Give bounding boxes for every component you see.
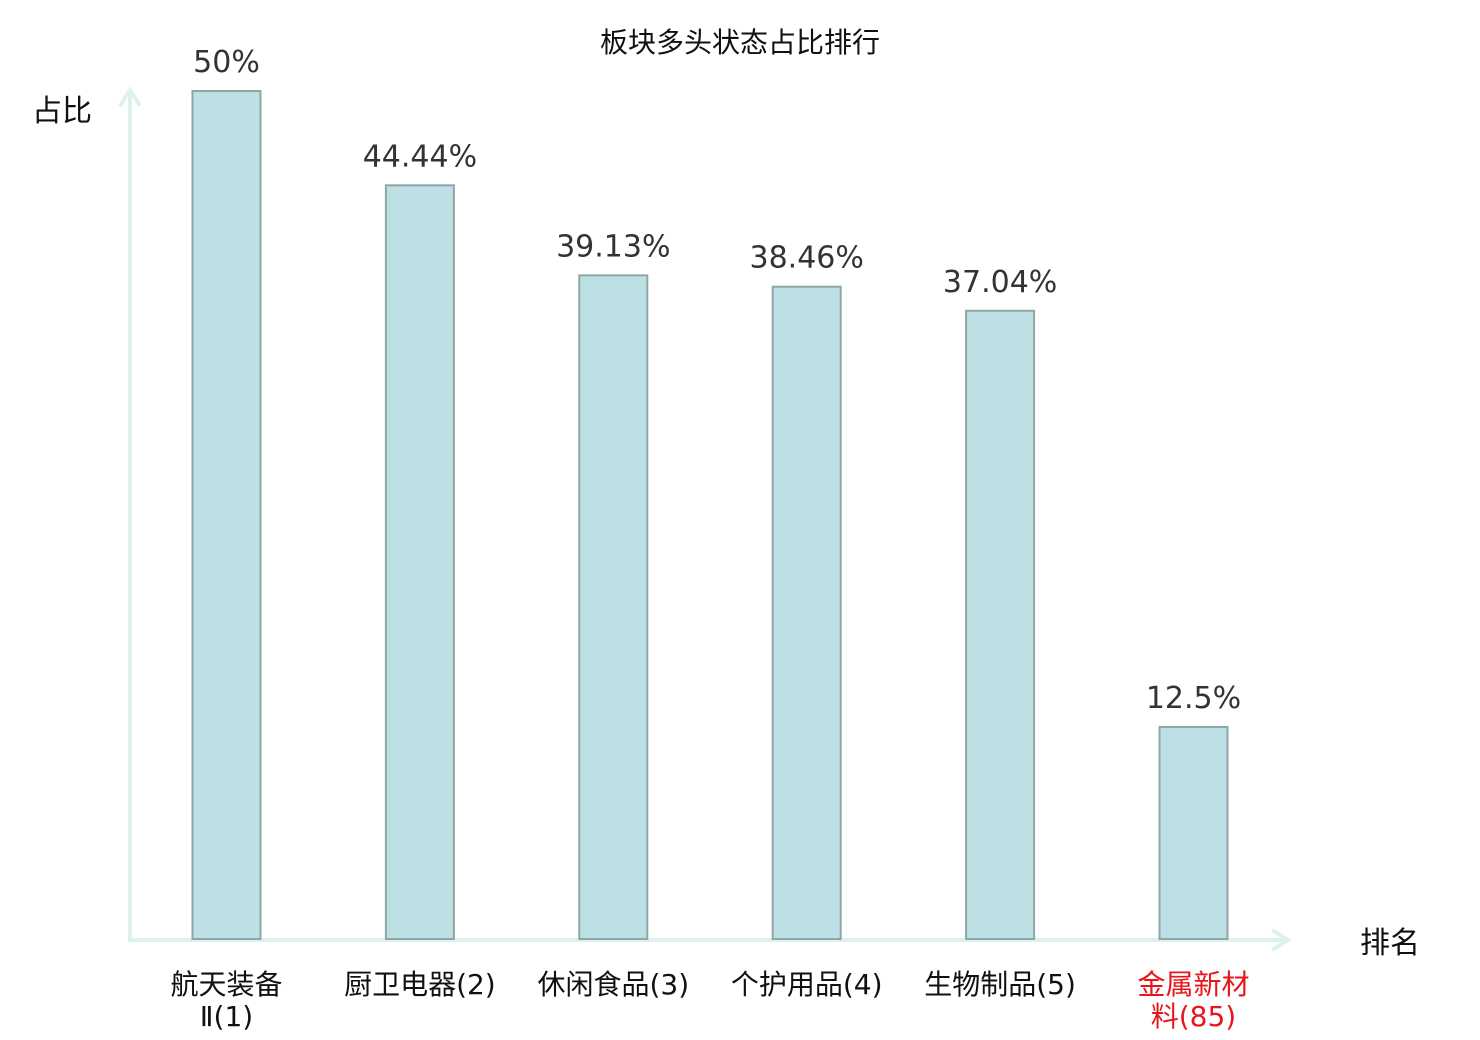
bar-6 bbox=[1158, 726, 1229, 940]
category-label-5: 生物制品(5) bbox=[924, 968, 1076, 1001]
bar-2 bbox=[384, 184, 455, 940]
x-axis-label: 排名 bbox=[1360, 926, 1420, 961]
category-label-4: 个护用品(4) bbox=[731, 968, 883, 1001]
category-label-6: 金属新材料(85) bbox=[1137, 968, 1249, 1033]
x-axis-arrow bbox=[1270, 928, 1292, 952]
category-labels-group: 航天装备 Ⅱ(1) 厨卫电器(2) 休闲食品(3) 个护用品(4) 生物制品(5) 金属新材… bbox=[170, 968, 1249, 1033]
category-label-3: 休闲食品(3) bbox=[537, 968, 689, 1001]
value-label-3: 39.13% bbox=[556, 229, 670, 264]
category-label-1: 航天装备 Ⅱ(1) bbox=[170, 968, 282, 1033]
y-axis-label: 占比 bbox=[32, 94, 92, 129]
category-label-2: 厨卫电器(2) bbox=[344, 968, 496, 1001]
bar-4 bbox=[771, 285, 842, 941]
value-label-1: 50% bbox=[193, 45, 260, 80]
value-label-2: 44.44% bbox=[363, 139, 477, 174]
bar-3 bbox=[578, 274, 649, 940]
bar-1 bbox=[191, 90, 262, 940]
y-axis-arrow bbox=[118, 86, 142, 108]
chart-title: 板块多头状态占比排行 bbox=[600, 26, 880, 59]
value-label-5: 37.04% bbox=[943, 265, 1057, 300]
value-label-4: 38.46% bbox=[750, 241, 864, 276]
value-label-6: 12.5% bbox=[1146, 681, 1241, 716]
bars-group bbox=[191, 90, 1229, 941]
value-labels-group: 50% 44.44% 39.13% 38.46% 37.04% 12.5% bbox=[193, 45, 1241, 716]
bar-5 bbox=[965, 309, 1036, 941]
